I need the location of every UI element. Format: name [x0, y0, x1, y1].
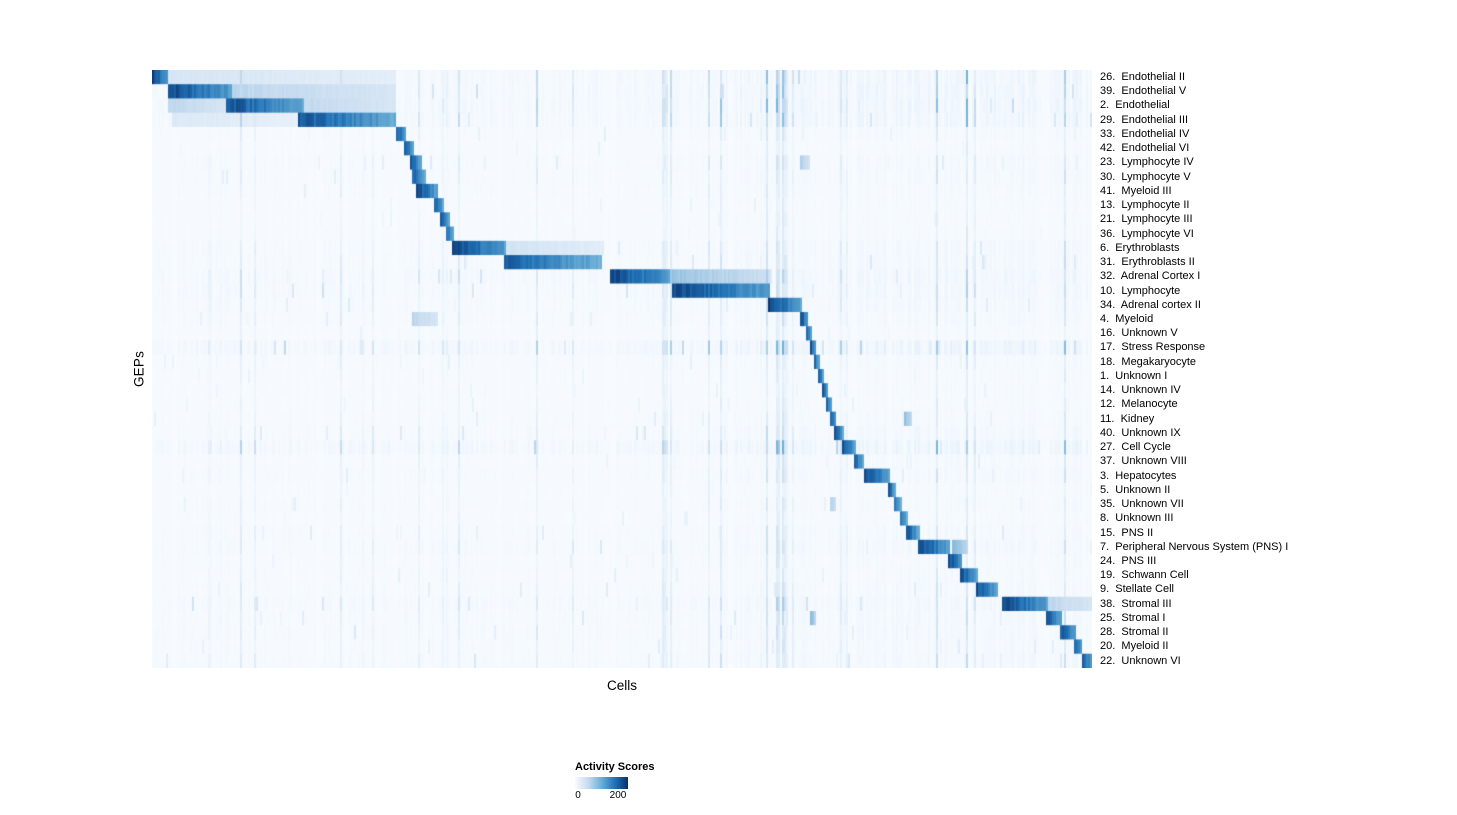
row-label: 27. Cell Cycle	[1100, 441, 1171, 454]
row-label: 34. Adrenal cortex II	[1100, 298, 1201, 311]
row-label: 37. Unknown VIII	[1100, 455, 1187, 468]
row-label: 10. Lymphocyte	[1100, 284, 1181, 297]
row-label: 42. Endothelial VI	[1100, 142, 1190, 155]
row-label: 23. Lymphocyte IV	[1100, 156, 1194, 169]
row-label: 8. Unknown III	[1100, 512, 1174, 525]
colorbar-ticks: 0 200	[575, 789, 628, 802]
row-label: 25. Stromal I	[1100, 611, 1166, 624]
y-axis-label: GEPs	[131, 350, 147, 388]
row-label: 21. Lymphocyte III	[1100, 213, 1193, 226]
row-label: 40. Unknown IX	[1100, 426, 1181, 439]
row-label: 36. Lymphocyte VI	[1100, 227, 1194, 240]
row-label: 41. Myeloid III	[1100, 184, 1172, 197]
row-label: 9. Stellate Cell	[1100, 583, 1174, 596]
row-label: 39. Endothelial V	[1100, 85, 1187, 98]
row-label: 19. Schwann Cell	[1100, 569, 1189, 582]
row-label: 5. Unknown II	[1100, 483, 1171, 496]
row-label: 38. Stromal III	[1100, 597, 1172, 610]
row-label: 7. Peripheral Nervous System (PNS) I	[1100, 540, 1289, 553]
row-label: 17. Stress Response	[1100, 341, 1206, 354]
row-label: 4. Myeloid	[1100, 312, 1154, 325]
row-label: 31. Erythroblasts II	[1100, 256, 1195, 269]
row-label: 22. Unknown VI	[1100, 654, 1181, 667]
row-label: 1. Unknown I	[1100, 369, 1168, 382]
row-label: 29. Endothelial III	[1100, 113, 1189, 126]
row-label: 30. Lymphocyte V	[1100, 170, 1191, 183]
heatmap-plot-area	[152, 70, 1092, 668]
x-axis-label: Cells	[606, 678, 638, 693]
colorbar-legend: Activity Scores 0 200	[575, 761, 654, 802]
row-label: 6. Erythroblasts	[1100, 241, 1180, 254]
row-label: 18. Megakaryocyte	[1100, 355, 1196, 368]
row-label: 33. Endothelial IV	[1100, 127, 1190, 140]
row-label: 32. Adrenal Cortex I	[1100, 270, 1201, 283]
row-label: 15. PNS II	[1100, 526, 1154, 539]
legend-title: Activity Scores	[575, 761, 655, 773]
colorbar-gradient	[575, 777, 628, 789]
row-label: 11. Kidney	[1100, 412, 1155, 425]
row-label: 26. Endothelial II	[1100, 71, 1186, 83]
row-label: 16. Unknown V	[1100, 327, 1178, 340]
row-label: 24. PNS III	[1100, 554, 1157, 567]
row-label: 28. Stromal II	[1100, 626, 1169, 639]
row-label: 20. Myeloid II	[1100, 640, 1169, 653]
row-label: 3. Hepatocytes	[1100, 469, 1177, 482]
gep-row-labels: 26. Endothelial II 39. Endothelial V 2. En…	[1100, 70, 1288, 668]
row-label: 35. Unknown VII	[1100, 498, 1184, 511]
row-label: 12. Melanocyte	[1100, 398, 1178, 411]
row-label: 2. Endothelial	[1100, 99, 1170, 112]
colorbar-tick-min: 0	[575, 790, 581, 801]
row-label: 13. Lymphocyte II	[1100, 199, 1190, 212]
heatmap-canvas	[152, 70, 1092, 668]
row-label: 14. Unknown IV	[1100, 384, 1181, 397]
colorbar-tick-max: 200	[609, 790, 627, 801]
